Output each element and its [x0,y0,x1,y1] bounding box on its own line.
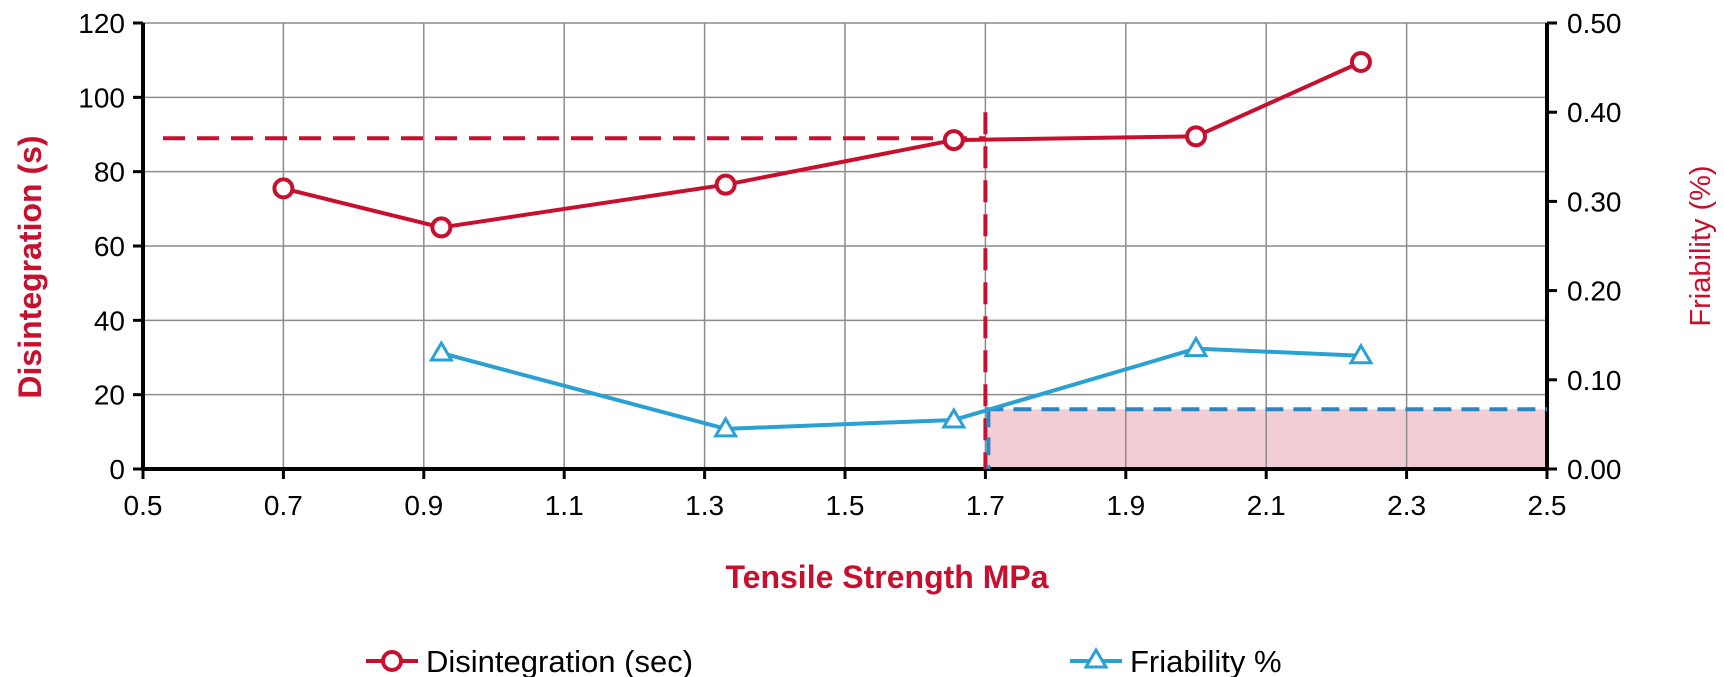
data-point-triangle [1348,342,1374,365]
y2-tick-label: 0.20 [1567,276,1622,307]
data-point-triangle [941,406,967,429]
legend-label-disintegration: Disintegration (sec) [426,644,693,677]
y-tick-label: 120 [78,8,125,39]
series-line-0 [282,60,1362,230]
y-tick-label: 80 [94,157,125,188]
x-tick-label: 0.5 [124,490,163,521]
x-tick-label: 2.5 [1528,490,1567,521]
legend-item-disintegration: Disintegration (sec) [366,644,693,677]
data-point-triangle [428,340,454,362]
legend: Disintegration (sec) Friability % [366,644,1282,677]
y2-axis-title: Friability (%) [1685,165,1717,326]
x-tick-label: 0.9 [404,490,443,521]
data-point-circle [272,177,295,200]
x-tick-label: 2.1 [1247,490,1286,521]
y-tick-label: 100 [78,82,125,113]
y-tick-label: 0 [109,454,125,485]
x-tick-label: 1.9 [1106,490,1145,521]
data-point-circle [1349,51,1372,74]
x-axis-title: Tensile Strength MPa [725,559,1048,595]
data-point-circle [714,173,737,196]
y-tick-label: 40 [94,305,125,336]
x-tick-label: 1.5 [826,490,865,521]
data-point-triangle [713,415,739,438]
reference-lines [163,112,1547,469]
x-tick-label: 0.7 [264,490,303,521]
y2-tick-label: 0.00 [1567,454,1622,485]
legend-label-friability: Friability % [1130,644,1282,677]
x-tick-label: 1.3 [685,490,724,521]
y-tick-label: 20 [94,380,125,411]
x-tick-label: 1.7 [966,490,1005,521]
data-point-circle [942,129,965,152]
data-point-triangle [1183,335,1209,358]
data-point-circle [1185,125,1207,148]
y-tick-label: 60 [94,231,125,262]
axes [133,21,1557,479]
series-layer [272,51,1374,438]
y2-tick-label: 0.40 [1567,97,1622,128]
x-tick-label: 2.3 [1387,490,1426,521]
legend-item-friability: Friability % [1070,644,1282,677]
tick-labels: 0.5 0.7 0.9 1.1 1.3 1.5 1.7 1.9 2.1 2.3 2.5 0 20 40 60… [78,8,1621,521]
x-tick-label: 1.1 [545,490,584,521]
y-axis-title: Disintegration (s) [12,135,48,398]
y2-tick-label: 0.50 [1567,8,1622,39]
y2-tick-label: 0.30 [1567,186,1622,217]
y2-tick-label: 0.10 [1567,365,1622,396]
data-point-circle [430,216,453,239]
legend-marker-circle-icon [381,650,403,672]
legend-marker-triangle-icon [1083,647,1109,669]
